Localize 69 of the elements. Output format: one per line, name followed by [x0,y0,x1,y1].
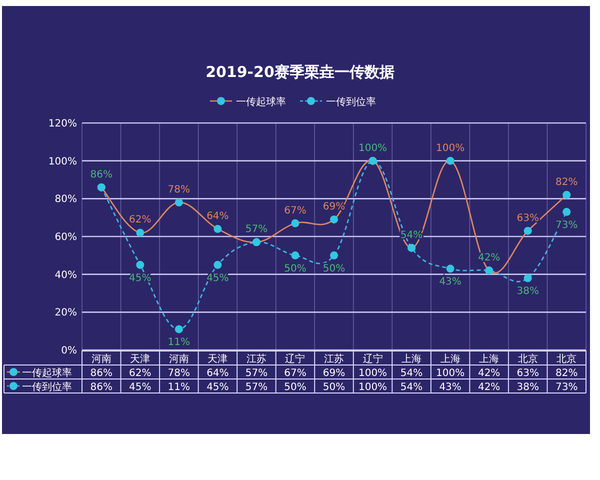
data-label: 43% [439,382,462,393]
x-tick-label: 辽宁 [285,353,306,365]
data-label: 42% [478,368,500,379]
y-tick-label: 20% [54,308,77,319]
x-tick-label: 辽宁 [362,353,383,365]
text: 86% [90,169,112,180]
data-label: 11% [168,382,190,393]
data-label: 67% [284,368,306,379]
chart-title: 2019-20赛季栗垚一传数据 [206,63,394,81]
y-tick-label: 40% [54,270,77,281]
data-label: 54% [400,368,423,379]
text: 50% [284,263,306,274]
data-label: 57% [245,368,268,379]
text: 57% [245,224,268,236]
text: 一传到位率 [22,382,72,393]
data-label: 100% [436,368,465,379]
text: 45% [129,272,152,284]
data-label: 100% [358,382,388,393]
data-label: 57% [245,382,268,393]
data-label: 64% [206,368,229,379]
y-tick-label: 0% [61,346,77,356]
data-label: 86% [90,368,112,379]
text: 43% [439,276,462,288]
data-label: 50% [284,382,306,393]
legend-label: 一传到位率 [326,96,376,108]
text: 63% [516,212,539,224]
data-label: 73% [556,382,578,393]
text: 50% [322,263,346,274]
data-label: 38% [516,382,539,393]
text: 62% [129,214,152,226]
data-label: 86% [90,382,112,393]
text: 一传起球率 [22,368,72,379]
data-label: 45% [129,382,152,393]
text: 64% [206,210,229,222]
text: 45% [206,272,229,284]
data-label: 100% [358,368,388,379]
data-label: 62% [129,368,152,379]
x-tick-label: 河南 [168,353,189,365]
text: 82% [556,176,578,188]
text: 100% [358,142,388,154]
data-label: 63% [516,368,539,379]
text: 100% [436,142,465,154]
legend-label: 一传起球率 [236,96,286,108]
text: 78% [168,184,190,196]
x-tick-label: 北京 [518,353,538,365]
x-tick-label: 江苏 [324,353,344,365]
text: 11% [168,337,190,348]
x-tick-label: 上海 [402,353,422,365]
data-label: 45% [206,382,229,393]
x-tick-label: 河南 [91,353,112,365]
data-label: 54% [400,382,423,393]
data-label: 69% [322,368,346,379]
text: 73% [556,220,578,231]
y-tick-label: 100% [48,156,77,168]
x-tick-label: 江苏 [246,353,266,365]
y-tick-label: 60% [54,232,77,243]
data-label: 82% [556,368,578,379]
data-label: 78% [168,368,190,379]
text: 67% [284,205,306,216]
text: 38% [516,286,539,298]
y-tick-label: 120% [48,118,77,130]
data-label: 50% [322,382,346,393]
y-tick-label: 80% [54,194,77,206]
x-tick-label: 天津 [130,353,150,365]
x-tick-label: 天津 [208,353,228,365]
x-tick-label: 上海 [440,353,460,365]
x-tick-label: 北京 [556,353,577,365]
data-label: 42% [478,382,500,393]
x-tick-label: 上海 [479,353,500,365]
